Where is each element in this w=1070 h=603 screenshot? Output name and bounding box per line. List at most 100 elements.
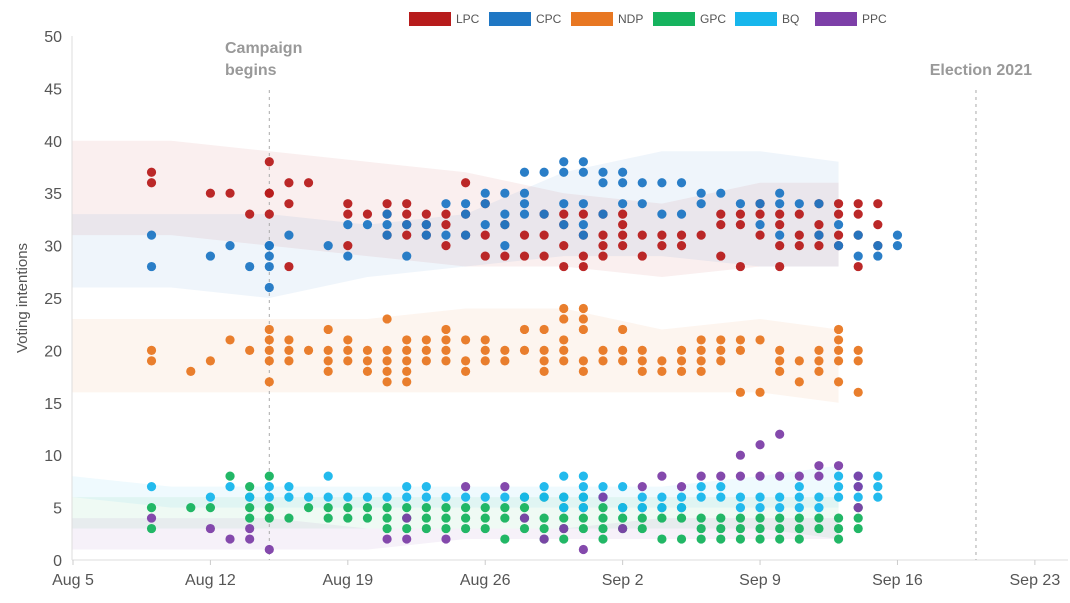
point-cpc bbox=[578, 230, 588, 240]
point-ndp bbox=[618, 356, 628, 366]
point-cpc bbox=[500, 188, 510, 198]
point-ppc bbox=[245, 534, 255, 544]
point-cpc bbox=[264, 261, 274, 272]
point-ppc bbox=[833, 461, 844, 471]
point-ndp bbox=[402, 335, 412, 345]
point-ndp bbox=[755, 335, 765, 345]
point-bq bbox=[303, 492, 314, 502]
point-lpc bbox=[755, 209, 765, 219]
point-ndp bbox=[559, 303, 569, 314]
legend-item-ppc[interactable]: PPC bbox=[815, 12, 887, 26]
point-ndp bbox=[382, 314, 392, 324]
point-gpc bbox=[421, 513, 431, 523]
point-lpc bbox=[205, 188, 216, 198]
point-ndp bbox=[578, 366, 588, 376]
point-ndp bbox=[696, 345, 706, 355]
band-ndp bbox=[72, 308, 839, 403]
y-tick-label: 40 bbox=[44, 134, 62, 151]
point-ndp bbox=[637, 345, 647, 355]
point-cpc bbox=[833, 220, 844, 230]
point-ppc bbox=[735, 450, 746, 460]
point-bq bbox=[362, 492, 373, 502]
point-bq bbox=[794, 482, 804, 492]
point-lpc bbox=[559, 241, 569, 251]
point-ndp bbox=[500, 345, 510, 355]
point-bq bbox=[676, 492, 687, 502]
point-ndp bbox=[814, 366, 824, 376]
point-cpc bbox=[676, 178, 687, 188]
point-gpc bbox=[382, 503, 392, 513]
y-tick-label: 20 bbox=[44, 343, 62, 360]
point-ndp bbox=[735, 345, 746, 355]
point-cpc bbox=[618, 178, 628, 188]
point-ppc bbox=[559, 523, 569, 534]
point-gpc bbox=[735, 523, 746, 534]
legend-swatch bbox=[409, 12, 451, 26]
point-ppc bbox=[853, 503, 863, 513]
point-bq bbox=[696, 482, 706, 492]
point-ndp bbox=[657, 356, 667, 366]
point-cpc bbox=[559, 167, 569, 177]
point-lpc bbox=[814, 241, 824, 251]
point-lpc bbox=[500, 251, 510, 261]
point-cpc bbox=[892, 241, 903, 251]
point-lpc bbox=[873, 220, 883, 230]
point-lpc bbox=[539, 251, 549, 261]
point-lpc bbox=[716, 209, 726, 219]
point-lpc bbox=[245, 209, 255, 219]
point-gpc bbox=[519, 523, 530, 534]
point-cpc bbox=[539, 167, 549, 177]
point-ppc bbox=[539, 534, 549, 544]
point-lpc bbox=[225, 188, 235, 198]
point-ndp bbox=[461, 335, 471, 345]
point-ndp bbox=[833, 356, 844, 366]
point-ndp bbox=[539, 366, 549, 376]
point-ndp bbox=[775, 356, 785, 366]
point-gpc bbox=[519, 503, 530, 513]
point-cpc bbox=[598, 209, 608, 219]
point-lpc bbox=[264, 188, 274, 198]
point-gpc bbox=[735, 513, 746, 523]
legend-item-ndp[interactable]: NDP bbox=[571, 12, 643, 26]
point-ndp bbox=[186, 366, 196, 376]
point-gpc bbox=[225, 471, 235, 481]
point-cpc bbox=[578, 157, 588, 167]
point-ndp bbox=[441, 335, 451, 345]
point-gpc bbox=[657, 534, 667, 544]
point-cpc bbox=[657, 209, 667, 219]
point-cpc bbox=[618, 199, 628, 209]
point-lpc bbox=[853, 209, 863, 219]
point-bq bbox=[461, 492, 471, 502]
point-gpc bbox=[382, 523, 392, 534]
legend-item-gpc[interactable]: GPC bbox=[653, 12, 726, 26]
point-ndp bbox=[225, 335, 235, 345]
point-ndp bbox=[735, 387, 746, 397]
point-lpc bbox=[814, 220, 824, 230]
point-gpc bbox=[441, 503, 451, 513]
legend-item-lpc[interactable]: LPC bbox=[409, 12, 480, 26]
point-bq bbox=[559, 471, 569, 481]
point-bq bbox=[833, 482, 844, 492]
point-bq bbox=[676, 503, 687, 513]
point-gpc bbox=[696, 523, 706, 534]
point-gpc bbox=[480, 523, 490, 534]
point-gpc bbox=[264, 471, 274, 481]
point-ndp bbox=[382, 377, 392, 387]
point-ppc bbox=[519, 513, 530, 523]
point-gpc bbox=[323, 503, 333, 513]
band-bq bbox=[72, 465, 839, 508]
point-lpc bbox=[362, 209, 373, 219]
point-gpc bbox=[245, 503, 255, 513]
legend-item-cpc[interactable]: CPC bbox=[489, 12, 562, 26]
point-bq bbox=[323, 492, 333, 502]
legend-item-bq[interactable]: BQ bbox=[735, 12, 799, 26]
point-ppc bbox=[755, 471, 765, 481]
point-gpc bbox=[343, 513, 353, 523]
legend-label: BQ bbox=[782, 12, 799, 26]
point-ndp bbox=[519, 324, 530, 335]
point-lpc bbox=[794, 241, 804, 251]
point-gpc bbox=[598, 503, 608, 513]
point-ppc bbox=[853, 471, 863, 481]
point-ppc bbox=[461, 482, 471, 492]
band-gpc bbox=[72, 497, 839, 540]
